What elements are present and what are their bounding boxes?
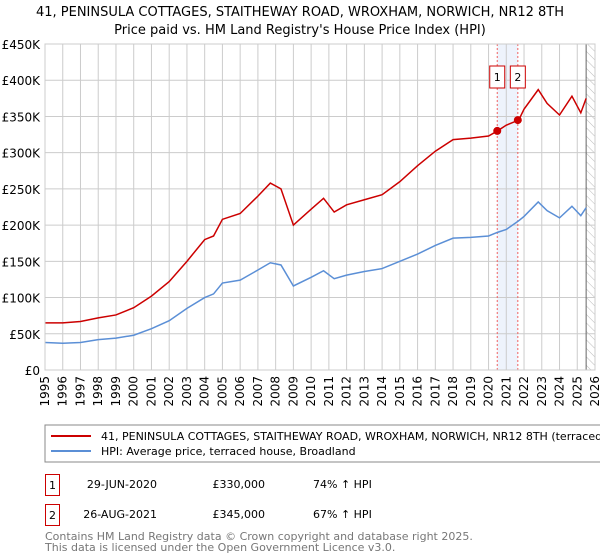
x-tick-label: 2022 bbox=[517, 376, 531, 407]
chart-title: 41, PENINSULA COTTAGES, STAITHEWAY ROAD,… bbox=[36, 5, 564, 20]
x-tick-label: 1998 bbox=[91, 376, 105, 407]
sale-hpi-diff: 67% ↑ HPI bbox=[313, 508, 372, 521]
x-tick-label: 2020 bbox=[482, 376, 496, 407]
y-tick-label: £200K bbox=[2, 219, 42, 233]
y-tick-label: £450K bbox=[2, 38, 42, 52]
x-tick-label: 1997 bbox=[73, 376, 87, 407]
x-tick-label: 2017 bbox=[428, 376, 442, 407]
x-tick-label: 2005 bbox=[215, 376, 229, 407]
x-tick-label: 2008 bbox=[269, 376, 283, 407]
plot-border bbox=[44, 43, 596, 371]
x-tick-label: 1999 bbox=[109, 376, 123, 407]
x-tick-label: 2025 bbox=[570, 376, 584, 407]
sale-id: 2 bbox=[49, 509, 56, 522]
legend-label-property: 41, PENINSULA COTTAGES, STAITHEWAY ROAD,… bbox=[101, 430, 600, 443]
x-tick-label: 2009 bbox=[286, 376, 300, 407]
sale-price: £345,000 bbox=[213, 508, 266, 521]
sale-label: 1 bbox=[494, 71, 501, 84]
x-tick-label: 2019 bbox=[464, 376, 478, 407]
x-tick-label: 2011 bbox=[322, 376, 336, 407]
y-tick-label: £0 bbox=[25, 364, 40, 378]
sale-marker-box bbox=[45, 504, 60, 526]
x-tick-label: 2000 bbox=[127, 376, 141, 407]
sale-row-2: 2 26-AUG-2021 £345,000 67% ↑ HPI bbox=[45, 504, 372, 526]
x-tick-label: 2023 bbox=[535, 376, 549, 407]
sale-date: 26-AUG-2021 bbox=[83, 508, 157, 521]
x-tick-label: 2004 bbox=[198, 376, 212, 407]
x-tick-label: 2007 bbox=[251, 376, 265, 407]
footer-line-1: Contains HM Land Registry data © Crown c… bbox=[45, 530, 473, 543]
sale-label-box bbox=[509, 65, 526, 89]
x-tick-label: 1995 bbox=[38, 376, 52, 407]
sale-row-1: 1 29-JUN-2020 £330,000 74% ↑ HPI bbox=[45, 474, 372, 496]
x-tick-label: 2021 bbox=[499, 376, 513, 407]
y-tick-label: £300K bbox=[2, 147, 42, 161]
sale-label: 2 bbox=[514, 71, 521, 84]
y-tick-label: £350K bbox=[2, 110, 42, 124]
x-tick-label: 2006 bbox=[233, 376, 247, 407]
legend-label-hpi: HPI: Average price, terraced house, Broa… bbox=[101, 445, 356, 458]
x-tick-label: 2014 bbox=[375, 376, 389, 407]
hpi-line bbox=[44, 200, 587, 344]
sale-id: 1 bbox=[49, 479, 56, 492]
y-tick-label: £100K bbox=[2, 292, 42, 306]
x-tick-label: 2012 bbox=[340, 376, 354, 407]
x-tick-label: 2003 bbox=[180, 376, 194, 407]
sale-point bbox=[513, 116, 522, 125]
x-tick-label: 2010 bbox=[304, 376, 318, 407]
sale-price: £330,000 bbox=[213, 478, 266, 491]
sale-marker-box bbox=[45, 474, 60, 496]
y-tick-label: £250K bbox=[2, 183, 42, 197]
legend: 41, PENINSULA COTTAGES, STAITHEWAY ROAD,… bbox=[44, 424, 600, 463]
x-tick-label: 2024 bbox=[553, 376, 567, 407]
sale-point bbox=[493, 126, 502, 135]
y-tick-label: £150K bbox=[2, 255, 42, 269]
chart-subtitle: Price paid vs. HM Land Registry's House … bbox=[114, 23, 486, 38]
sale-label-box bbox=[489, 65, 506, 89]
x-tick-label: 2018 bbox=[446, 376, 460, 407]
y-tick-label: £400K bbox=[2, 74, 42, 88]
x-tick-label: 1996 bbox=[56, 376, 70, 407]
sale-date: 29-JUN-2020 bbox=[87, 478, 157, 491]
x-tick-label: 2001 bbox=[144, 376, 158, 407]
sale-hpi-diff: 74% ↑ HPI bbox=[313, 478, 372, 491]
legend-box bbox=[44, 424, 600, 463]
property-line bbox=[45, 88, 587, 324]
sale-period-shade bbox=[497, 44, 518, 370]
x-tick-label: 2013 bbox=[357, 376, 371, 407]
sales-table: 1 29-JUN-2020 £330,000 74% ↑ HPI 2 26-AU… bbox=[45, 474, 372, 526]
x-tick-label: 2016 bbox=[411, 376, 425, 407]
footer-line-2: This data is licensed under the Open Gov… bbox=[44, 541, 395, 554]
x-tick-label: 2002 bbox=[162, 376, 176, 407]
y-tick-label: £50K bbox=[9, 328, 41, 342]
x-tick-label: 2015 bbox=[393, 376, 407, 407]
future-hatch bbox=[586, 44, 595, 370]
x-tick-label: 2026 bbox=[588, 376, 600, 407]
